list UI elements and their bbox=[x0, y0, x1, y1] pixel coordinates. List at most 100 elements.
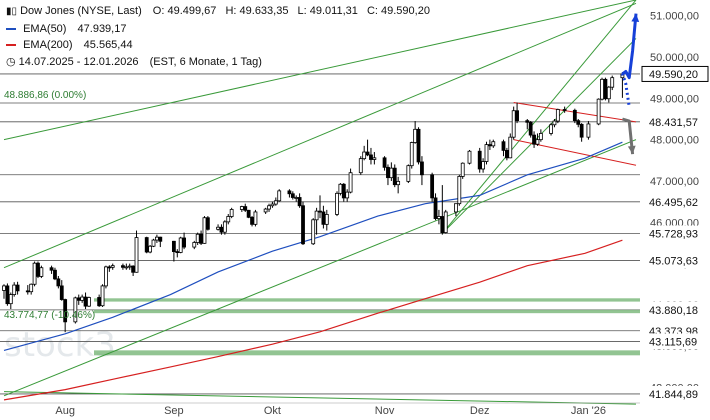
price-label-text: 45.728,93 bbox=[649, 228, 698, 240]
candle-body bbox=[87, 297, 91, 307]
candle-body bbox=[481, 161, 485, 170]
candle-body bbox=[63, 299, 68, 323]
candle-body bbox=[124, 266, 129, 269]
candle bbox=[287, 189, 292, 198]
x-tick-label: Dez bbox=[470, 405, 490, 417]
candle-body bbox=[202, 217, 207, 244]
candle-body bbox=[243, 206, 248, 211]
candle bbox=[572, 108, 577, 124]
candle bbox=[104, 265, 108, 289]
price-label-text: 45.073,63 bbox=[649, 256, 698, 268]
range-detail: (EST, 6 Monate, 1 Tag) bbox=[149, 56, 262, 68]
candle bbox=[600, 77, 604, 101]
candle-body bbox=[348, 172, 353, 193]
x-tick-label: Okt bbox=[264, 405, 281, 417]
candle bbox=[12, 282, 17, 297]
ema50-value: 47.939,17 bbox=[77, 23, 127, 35]
candle bbox=[76, 294, 81, 305]
price-label-text: 46.495,62 bbox=[649, 197, 698, 209]
candle bbox=[532, 131, 536, 148]
candle-body bbox=[430, 174, 435, 199]
candle bbox=[382, 156, 387, 171]
ohlc-low: L: 49.011,31 bbox=[297, 5, 358, 17]
candle bbox=[413, 121, 418, 144]
candle bbox=[216, 224, 220, 231]
candle-body bbox=[562, 109, 567, 111]
legend-ema50[interactable]: EMA(50) 47.939,17 bbox=[6, 23, 126, 35]
candle bbox=[606, 85, 611, 103]
candle-body bbox=[216, 226, 220, 230]
candle-body bbox=[504, 149, 509, 159]
candle-body bbox=[59, 285, 64, 300]
candle bbox=[205, 216, 210, 231]
candle-body bbox=[413, 128, 418, 143]
candle-body bbox=[555, 109, 560, 122]
candle bbox=[49, 265, 54, 274]
candle bbox=[243, 203, 248, 212]
candle bbox=[440, 185, 445, 235]
x-tick-label: Aug bbox=[55, 405, 75, 417]
candle bbox=[25, 285, 30, 295]
y-tick-label: 51.000,00 bbox=[650, 11, 699, 23]
candle bbox=[36, 261, 40, 279]
price-label-text: 48.431,57 bbox=[649, 117, 698, 129]
candle-body bbox=[603, 78, 608, 100]
candle bbox=[338, 183, 343, 196]
candle-body bbox=[579, 123, 584, 138]
candle-body bbox=[572, 109, 577, 122]
candle bbox=[321, 205, 326, 229]
candle bbox=[144, 236, 149, 254]
candle bbox=[263, 207, 268, 215]
candle-body bbox=[263, 208, 268, 213]
price-label: 41.844,89 bbox=[641, 385, 709, 402]
candle-body bbox=[440, 216, 445, 234]
candle-body bbox=[487, 144, 492, 147]
ema200-value: 45.565,44 bbox=[83, 39, 133, 51]
trend-channel-line bbox=[3, 2, 637, 269]
x-tick-label: Jan '26 bbox=[571, 405, 606, 417]
ema50-line bbox=[3, 141, 623, 351]
candle-body bbox=[49, 267, 54, 271]
candle-body bbox=[341, 183, 346, 199]
candle bbox=[134, 230, 139, 273]
price-label-text: 43.115,69 bbox=[649, 336, 697, 348]
candle-body bbox=[250, 216, 254, 225]
candle-body bbox=[195, 233, 200, 243]
candle-body bbox=[270, 203, 275, 207]
price-label: 45.728,93 bbox=[641, 225, 709, 242]
candle bbox=[324, 209, 329, 231]
candle-body bbox=[121, 265, 125, 268]
candle bbox=[372, 152, 377, 165]
support-zone bbox=[94, 298, 640, 302]
candle bbox=[433, 193, 438, 221]
candle-body bbox=[39, 267, 44, 277]
candle bbox=[620, 72, 625, 98]
candle bbox=[2, 284, 6, 299]
ohlc-open: O: 49.499,67 bbox=[152, 5, 217, 17]
candle-body bbox=[97, 297, 102, 307]
candle bbox=[311, 218, 316, 246]
candle-body bbox=[460, 162, 465, 177]
candle bbox=[178, 236, 183, 254]
ohlc-values: O: 49.499,67 H: 49.633,35 L: 49.011,31 C… bbox=[153, 5, 436, 17]
price-label-box bbox=[641, 193, 709, 210]
candle-body bbox=[100, 285, 105, 307]
chart-header: ▮▯ Dow Jones (NYSE, Last) O: 49.499,67 H… bbox=[6, 5, 436, 17]
clock-icon: ◷ bbox=[6, 56, 16, 68]
candle bbox=[525, 118, 530, 130]
candle bbox=[345, 189, 350, 202]
candle bbox=[603, 77, 608, 101]
candle-body bbox=[32, 262, 37, 285]
candle bbox=[29, 283, 34, 295]
candle bbox=[409, 141, 414, 169]
candle bbox=[389, 162, 394, 181]
candle-body bbox=[12, 284, 17, 295]
arrow-head bbox=[631, 13, 640, 23]
candle-body bbox=[392, 167, 397, 186]
candle-body bbox=[36, 262, 40, 277]
legend-ema200[interactable]: EMA(200) 45.565,44 bbox=[6, 39, 133, 51]
candle bbox=[579, 123, 584, 142]
candle bbox=[229, 207, 234, 219]
ema200-swatch bbox=[6, 44, 16, 47]
